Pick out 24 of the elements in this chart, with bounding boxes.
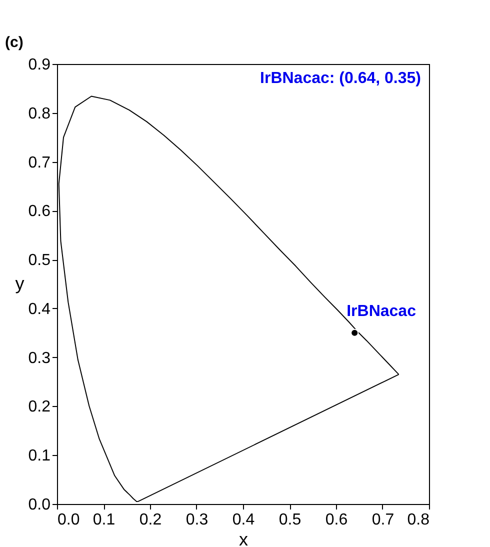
x-tick-label: 0.0 (58, 512, 80, 528)
y-tick-label: 0.1 (28, 448, 51, 465)
y-tick-label: 0.5 (28, 252, 51, 270)
x-tick-label: 0.3 (186, 512, 208, 528)
y-tick-label: 0.7 (28, 154, 51, 172)
text: (c) (5, 34, 24, 51)
y-tick-label: 0.4 (28, 300, 51, 318)
x-tick-label: 0.2 (139, 512, 162, 528)
series-label: IrBNacac (346, 302, 416, 320)
y-tick-label: 0.9 (28, 56, 51, 74)
annotation: IrBNacac: (0.64, 0.35) (260, 70, 421, 87)
y-tick-label: 0.0 (28, 496, 51, 514)
x-tick-label: 0.5 (278, 512, 302, 528)
x-tick-label: 0.1 (92, 512, 116, 528)
x-axis-title: x (239, 530, 248, 547)
x-tick-label: 0.4 (232, 512, 255, 528)
x-tick-label: 0.7 (372, 512, 394, 528)
x-tick-label: 0.8 (407, 512, 430, 528)
y-axis-title: y (15, 274, 24, 294)
y-tick-label: 0.3 (28, 350, 51, 367)
x-tick-label: 0.6 (325, 512, 348, 528)
y-tick-label: 0.8 (28, 105, 51, 122)
y-tick-label: 0.6 (28, 203, 51, 220)
y-tick-label: 0.2 (28, 398, 51, 416)
